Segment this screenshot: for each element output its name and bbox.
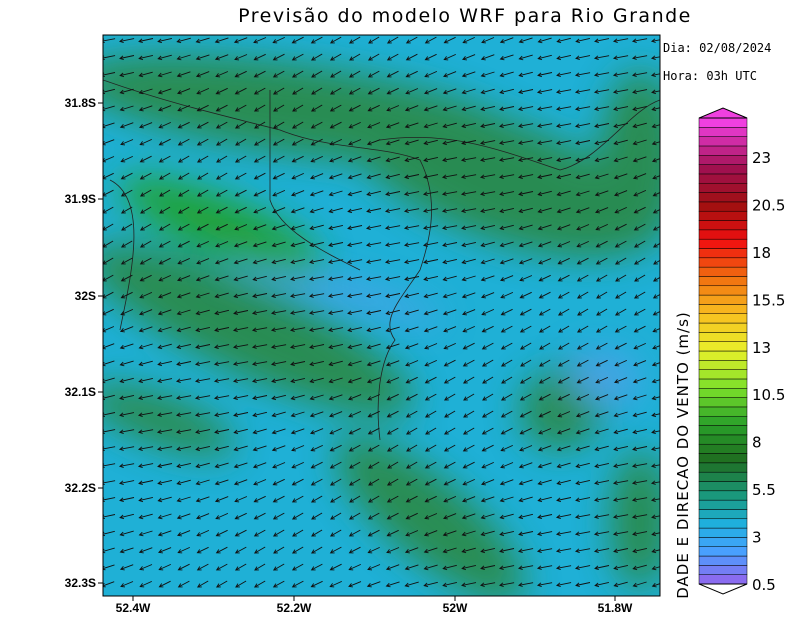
colorbar-band bbox=[698, 453, 748, 464]
colorbar-top bbox=[698, 107, 748, 119]
colorbar-band bbox=[698, 360, 748, 370]
lat-label: 32S bbox=[75, 289, 96, 303]
colorbar-band bbox=[698, 164, 748, 175]
lon-label: 51.8W bbox=[598, 601, 633, 615]
colorbar-band bbox=[698, 518, 748, 529]
colorbar-band bbox=[698, 369, 748, 380]
colorbar-band bbox=[698, 350, 748, 361]
colorbar-band bbox=[698, 527, 748, 538]
colorbar-band bbox=[698, 415, 748, 426]
colorbar-band bbox=[698, 127, 748, 137]
colorbar-band bbox=[698, 509, 748, 520]
colorbar-band bbox=[698, 322, 748, 333]
wind-arrows bbox=[103, 36, 660, 588]
colorbar-band bbox=[698, 313, 748, 324]
colorbar-band bbox=[698, 546, 748, 557]
colorbar-label: 5.5 bbox=[752, 481, 776, 499]
colorbar-band bbox=[698, 565, 748, 575]
colorbar-band bbox=[698, 182, 748, 193]
colorbar-band bbox=[698, 145, 748, 156]
colorbar: 23 20.5 18 15.5 13 10.5 8 5.5 3 0.5 bbox=[698, 107, 785, 595]
colorbar-band bbox=[698, 192, 748, 203]
lat-label: 32.1S bbox=[65, 385, 96, 399]
colorbar-band bbox=[698, 257, 748, 268]
colorbar-label: 3 bbox=[752, 529, 762, 547]
colorbar-band bbox=[698, 434, 748, 445]
colorbar-band bbox=[698, 229, 748, 240]
colorbar-band bbox=[698, 388, 748, 398]
colorbar-band bbox=[698, 294, 748, 305]
colorbar-band bbox=[698, 574, 748, 585]
colorbar-band bbox=[698, 304, 748, 314]
colorbar-label: 13 bbox=[752, 339, 771, 357]
colorbar-label: 15.5 bbox=[752, 291, 785, 309]
colorbar-band bbox=[698, 332, 748, 342]
colorbar-band bbox=[698, 220, 748, 231]
colorbar-band bbox=[698, 471, 748, 482]
title: Previsão do modelo WRF para Rio Grande bbox=[238, 5, 692, 27]
colorbar-band bbox=[698, 238, 748, 249]
lat-label: 31.8S bbox=[65, 96, 96, 110]
colorbar-band bbox=[698, 210, 748, 221]
colorbar-band bbox=[698, 341, 748, 352]
colorbar-band bbox=[698, 406, 748, 417]
lat-label: 32.3S bbox=[65, 576, 96, 590]
date: Dia: 02/08/2024 bbox=[663, 41, 771, 55]
colorbar-band bbox=[698, 155, 748, 165]
colorbar-band bbox=[698, 173, 748, 184]
colorbar-label: 18 bbox=[752, 244, 771, 262]
colorbar-band bbox=[698, 285, 748, 296]
colorbar-band bbox=[698, 201, 748, 212]
colorbar-band bbox=[698, 555, 748, 566]
colorbar-label: 23 bbox=[752, 149, 771, 167]
colorbar-band bbox=[698, 490, 748, 501]
colorbar-label: 8 bbox=[752, 434, 762, 452]
colorbar-label: 10.5 bbox=[752, 386, 785, 404]
colorbar-band bbox=[698, 266, 748, 277]
colorbar-band bbox=[698, 481, 748, 492]
lon-label: 52W bbox=[443, 601, 468, 615]
hour: Hora: 03h UTC bbox=[663, 69, 757, 83]
colorbar-band bbox=[698, 397, 748, 408]
coastline bbox=[103, 79, 660, 441]
wind-field bbox=[103, 35, 660, 596]
lon-label: 52.2W bbox=[277, 601, 312, 615]
colorbar-band bbox=[698, 462, 748, 473]
lat-label: 31.9S bbox=[65, 192, 96, 206]
colorbar-band bbox=[698, 378, 748, 389]
colorbar-band bbox=[698, 276, 748, 287]
colorbar-band bbox=[698, 499, 748, 510]
colorbar-label: 0.5 bbox=[752, 576, 776, 594]
lon-label: 52.4W bbox=[116, 601, 151, 615]
colorbar-band bbox=[698, 537, 748, 547]
arrow-set bbox=[103, 36, 660, 588]
colorbar-bottom bbox=[698, 583, 748, 595]
colorbar-band bbox=[698, 425, 748, 436]
map-frame bbox=[102, 34, 661, 597]
colorbar-band bbox=[698, 248, 748, 259]
colorbar-label: 20.5 bbox=[752, 196, 785, 214]
lat-label: 32.2S bbox=[65, 481, 96, 495]
colorbar-band bbox=[698, 117, 748, 128]
colorbar-title: DADE E DIRECAO DO VENTO (m/s) bbox=[674, 311, 692, 599]
colorbar-band bbox=[698, 443, 748, 454]
colorbar-band bbox=[698, 136, 748, 147]
